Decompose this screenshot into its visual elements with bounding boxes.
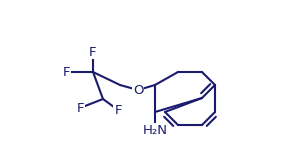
Text: F: F [89,45,97,59]
Text: F: F [62,66,70,79]
Text: H₂N: H₂N [143,124,168,136]
Text: F: F [76,102,84,114]
Text: O: O [133,83,143,96]
Text: F: F [114,104,122,117]
